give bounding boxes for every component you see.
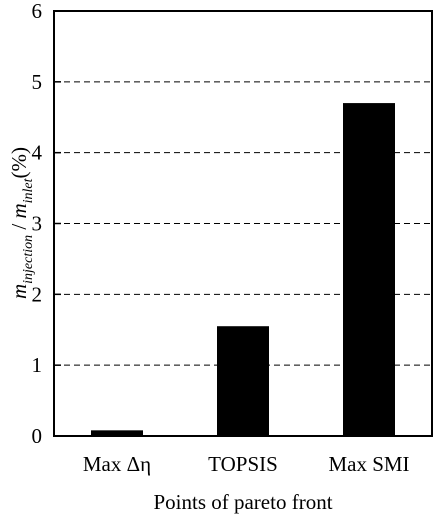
y-axis-title-mass-1: m	[7, 284, 31, 299]
y-tick-label-4: 4	[32, 141, 43, 165]
y-tick-label-1: 1	[32, 353, 43, 377]
y-tick-label-6: 6	[32, 0, 43, 23]
bars	[91, 103, 395, 436]
y-axis-title: minjection / minlet(%)	[7, 147, 36, 299]
x-category-label-0: Max Δη	[83, 452, 151, 476]
x-category-label-1: TOPSIS	[208, 452, 278, 476]
y-axis-title-mass-2: m	[7, 203, 31, 218]
y-tick-label-5: 5	[32, 70, 43, 94]
y-tick-label-3: 3	[32, 212, 43, 236]
x-category-label-2: Max SMI	[328, 452, 409, 476]
y-axis-title-separator: /	[7, 219, 31, 235]
y-ticks: 0 1 2 3 4 5 6	[32, 0, 61, 448]
bar-1	[217, 326, 269, 436]
bar-2	[343, 103, 395, 436]
y-tick-label-0: 0	[32, 424, 43, 448]
x-categories: Max Δη TOPSIS Max SMI	[83, 452, 410, 476]
bar-0	[91, 430, 143, 436]
y-axis-title-unit: (%)	[7, 147, 31, 178]
y-axis-title-subscript-1: injection	[21, 235, 36, 284]
y-tick-label-2: 2	[32, 282, 43, 306]
x-axis-title: Points of pareto front	[153, 490, 332, 514]
y-axis-title-subscript-2: inlet	[21, 177, 36, 203]
